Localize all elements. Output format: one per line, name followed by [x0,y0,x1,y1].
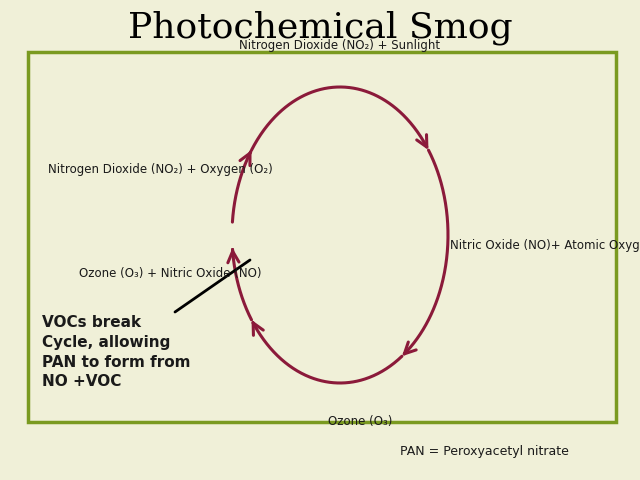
Text: Ozone (O₃) + Nitric Oxide (NO): Ozone (O₃) + Nitric Oxide (NO) [79,266,261,279]
Text: Photochemical Smog: Photochemical Smog [128,11,512,45]
Bar [28,52,616,422]
Text: PAN = Peroxyacetyl nitrate: PAN = Peroxyacetyl nitrate [400,445,569,458]
Text: Ozone (O₃): Ozone (O₃) [328,415,392,428]
Text: Nitrogen Dioxide (NO₂) + Oxygen (O₂): Nitrogen Dioxide (NO₂) + Oxygen (O₂) [47,164,273,177]
Text: Nitric Oxide (NO)+ Atomic Oxygen (O): Nitric Oxide (NO)+ Atomic Oxygen (O) [450,239,640,252]
Text: VOCs break
Cycle, allowing
PAN to form from
NO +VOC: VOCs break Cycle, allowing PAN to form f… [42,315,191,389]
Text: Nitrogen Dioxide (NO₂) + Sunlight: Nitrogen Dioxide (NO₂) + Sunlight [239,38,440,51]
